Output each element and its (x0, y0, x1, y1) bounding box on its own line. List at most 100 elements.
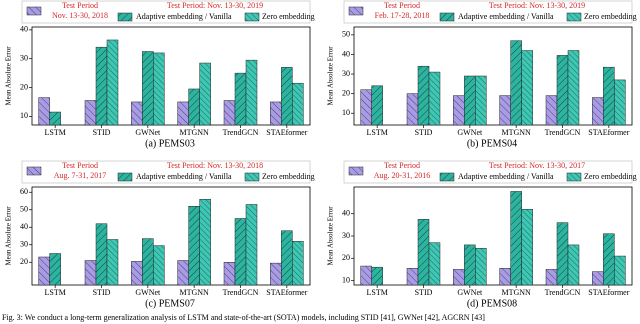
legend-label: Nov. 13-30, 2018 (52, 11, 108, 20)
bar (292, 82, 304, 126)
y-axis-label: Mean Absolute Error (5, 46, 13, 106)
x-tick-label: TrendGCN (545, 288, 581, 297)
legend-swatch (26, 6, 42, 16)
legend-swatch (566, 12, 582, 22)
x-tick-label: MTGNN (179, 288, 209, 297)
y-tick-label: 40 (20, 222, 28, 231)
legend-label: Adaptive embedding / Vanilla (136, 12, 232, 21)
y-tick-label: 50 (342, 30, 350, 39)
bar (521, 50, 533, 126)
bar (292, 241, 304, 286)
x-tick-label: GWNet (457, 288, 483, 297)
legend-swatch (439, 12, 455, 22)
x-tick-label: MTGNN (501, 288, 531, 297)
bar (371, 266, 383, 286)
legend-heading: Test Period (384, 161, 420, 170)
x-tick-label: STAEformer (266, 288, 307, 297)
legend-title: Test Period: Nov. 13-30, 2019 (489, 1, 585, 10)
x-tick-label: MTGNN (179, 128, 209, 137)
bar (177, 101, 189, 126)
bar (234, 218, 247, 286)
x-tick-label: TrendGCN (545, 128, 581, 137)
bar (417, 219, 430, 286)
bar (245, 204, 258, 286)
bar (499, 95, 511, 126)
bar (567, 244, 580, 286)
legend-heading: Test Period (62, 1, 98, 10)
bar (614, 79, 626, 126)
bar (417, 65, 430, 126)
legend-swatch (244, 12, 260, 22)
x-tick-label: LSTM (366, 288, 387, 297)
y-tick-label: 50 (20, 205, 28, 214)
x-tick-label: LSTM (44, 128, 65, 137)
legend-label: Zero embedding (584, 12, 637, 21)
bar (545, 269, 558, 286)
bar (360, 89, 372, 126)
legend-label: Feb. 17-28, 2018 (375, 11, 430, 20)
legend-swatch (439, 172, 455, 182)
bar (177, 260, 189, 286)
bar (234, 72, 247, 126)
legend-label: Adaptive embedding / Vanilla (458, 172, 554, 181)
plot-frame (353, 26, 633, 126)
bar (475, 75, 487, 126)
y-tick-label: 30 (342, 69, 350, 78)
bar (406, 93, 419, 126)
legend-title: Test Period: Nov. 13-30, 2018 (167, 161, 263, 170)
bar (49, 253, 61, 286)
figure-caption: Fig. 3: We conduct a long-term generaliz… (2, 313, 485, 322)
bar (95, 223, 108, 286)
bar (603, 233, 615, 286)
x-tick-label: STAEformer (588, 128, 629, 137)
bar (510, 191, 522, 286)
bar (360, 265, 372, 286)
y-tick-label: 40 (20, 25, 28, 34)
y-axis-label: Mean Absolute Error (327, 46, 335, 106)
bar (464, 244, 476, 286)
bar (188, 206, 200, 286)
bar (603, 66, 615, 126)
legend-box (21, 0, 311, 24)
bar (199, 62, 211, 126)
x-tick-label: STID (415, 288, 433, 297)
legend-box (21, 160, 311, 184)
y-tick-label: 30 (20, 240, 28, 249)
y-tick-label: 20 (20, 257, 28, 266)
bar (281, 230, 293, 286)
legend-label: Aug. 7-31, 2017 (54, 171, 106, 180)
chart-caption: (c) PEMS07 (145, 298, 195, 309)
bar (142, 238, 154, 286)
bar (406, 268, 419, 286)
bar (95, 46, 108, 126)
legend-label: Aug. 20-31, 2016 (374, 171, 430, 180)
legend-swatch (117, 12, 133, 22)
bar (131, 101, 143, 126)
bar (499, 268, 511, 286)
chart-caption: (b) PEMS04 (467, 138, 517, 149)
legend-heading: Test Period (62, 161, 98, 170)
x-tick-label: GWNet (457, 128, 483, 137)
x-tick-label: GWNet (135, 288, 161, 297)
bar (521, 209, 533, 286)
x-tick-label: LSTM (44, 288, 65, 297)
plot-frame (31, 26, 311, 126)
bar (223, 262, 236, 286)
y-tick-label: 40 (342, 49, 350, 58)
y-tick-label: 10 (342, 275, 350, 284)
x-tick-label: STID (93, 128, 111, 137)
bar (223, 100, 236, 126)
legend-swatch (348, 6, 364, 16)
legend-label: Zero embedding (262, 172, 315, 181)
bar (371, 85, 383, 126)
legend-swatch (26, 166, 42, 176)
legend-title: Test Period: Nov. 13-30, 2019 (167, 1, 263, 10)
y-tick-label: 20 (20, 82, 28, 91)
y-tick-label: 30 (342, 231, 350, 240)
bar (614, 255, 626, 286)
x-tick-label: GWNet (135, 128, 161, 137)
bar (49, 111, 61, 126)
bar (38, 256, 50, 286)
bar (453, 95, 465, 126)
